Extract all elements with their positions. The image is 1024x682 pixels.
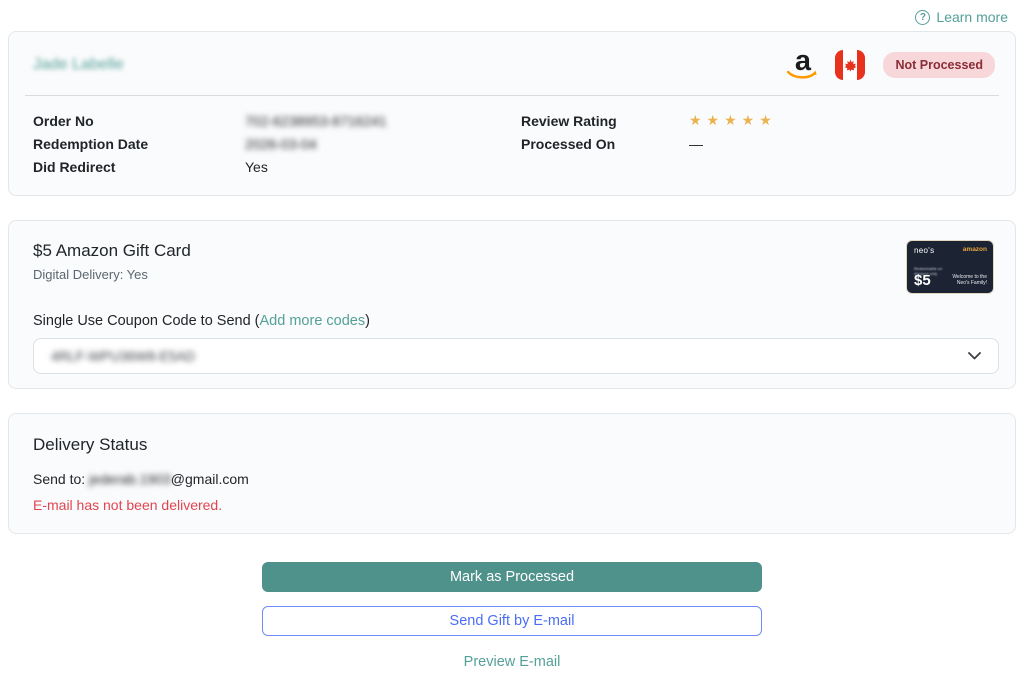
detail-row-redemption-date: Redemption Date 2026-03-04 <box>33 135 511 152</box>
did-redirect-value: Yes <box>245 158 268 175</box>
detail-row-processed-on: Processed On — <box>521 135 999 152</box>
customer-card: Jade Labelle a <box>8 31 1016 196</box>
preview-email-link[interactable]: Preview E-mail <box>463 654 561 670</box>
gift-card-amount: $5 <box>914 272 931 289</box>
send-gift-by-email-button[interactable]: Send Gift by E-mail <box>262 606 762 636</box>
detail-row-review-rating: Review Rating ★★★★★ <box>521 112 999 129</box>
gift-card-image: neo's amazon Redeemable on Amazon only $… <box>907 241 993 293</box>
redemption-date-label: Redemption Date <box>33 135 149 152</box>
email-user-redacted: jederab.1903 <box>89 471 171 487</box>
card-divider <box>25 95 999 96</box>
delivery-error-message: E-mail has not been delivered. <box>33 497 223 513</box>
chevron-down-icon <box>968 352 981 360</box>
detail-row-did-redirect: Did Redirect Yes <box>33 158 511 175</box>
header-icons: a Not Processed <box>787 47 995 80</box>
digital-delivery-text: Digital Delivery: Yes <box>33 267 148 282</box>
gift-card-amazon-text: amazon <box>962 246 987 253</box>
add-more-codes-link[interactable]: Add more codes <box>259 313 366 329</box>
gift-card-message: Welcome to the Neo's Family! <box>952 274 987 286</box>
topbar: ? Learn more <box>0 0 1024 31</box>
send-to-line: Send to: jederab.1903@gmail.com <box>33 471 999 487</box>
did-redirect-label: Did Redirect <box>33 158 116 175</box>
processed-on-value: — <box>689 135 703 152</box>
review-rating-label: Review Rating <box>521 112 617 129</box>
order-no-label: Order No <box>33 112 94 129</box>
customer-details: Order No 702-6238953-8716241 Redemption … <box>9 96 1015 195</box>
email-domain: @gmail.com <box>170 471 249 487</box>
processed-on-label: Processed On <box>521 135 616 152</box>
coupon-code-value: 4RLF-WPU36W8-E5AD <box>51 348 196 364</box>
delivery-status-card: Delivery Status Send to: jederab.1903@gm… <box>8 413 1016 534</box>
mark-as-processed-button[interactable]: Mark as Processed <box>262 562 762 592</box>
status-badge: Not Processed <box>883 52 995 78</box>
star-rating-icon: ★★★★★ <box>689 112 777 128</box>
redemption-date-value: 2026-03-04 <box>245 135 317 152</box>
customer-card-header: Jade Labelle a <box>9 32 1015 95</box>
detail-row-order-no: Order No 702-6238953-8716241 <box>33 112 511 129</box>
coupon-code-label: Single Use Coupon Code to Send (Add more… <box>33 313 370 329</box>
page: Jade Labelle a <box>0 31 1024 670</box>
send-to-label: Send to: <box>33 471 90 487</box>
action-buttons: Mark as Processed Send Gift by E-mail Pr… <box>262 562 762 670</box>
gift-card-fineprint: Redeemable on Amazon only <box>914 266 943 276</box>
canada-flag-icon <box>835 50 866 80</box>
gift-card-brand-text: neo's <box>914 246 935 255</box>
amazon-logo-icon: a <box>787 47 817 79</box>
customer-name-link[interactable]: Jade Labelle <box>33 56 124 73</box>
gift-card-card: $5 Amazon Gift Card Digital Delivery: Ye… <box>8 220 1016 389</box>
learn-more-label: Learn more <box>936 9 1008 25</box>
question-circle-icon: ? <box>915 9 931 25</box>
gift-card-title: $5 Amazon Gift Card <box>33 241 191 260</box>
delivery-status-title: Delivery Status <box>33 435 148 454</box>
order-no-value: 702-6238953-8716241 <box>245 112 387 129</box>
coupon-code-select[interactable]: 4RLF-WPU36W8-E5AD <box>33 338 999 374</box>
learn-more-link[interactable]: ? Learn more <box>915 9 1008 25</box>
